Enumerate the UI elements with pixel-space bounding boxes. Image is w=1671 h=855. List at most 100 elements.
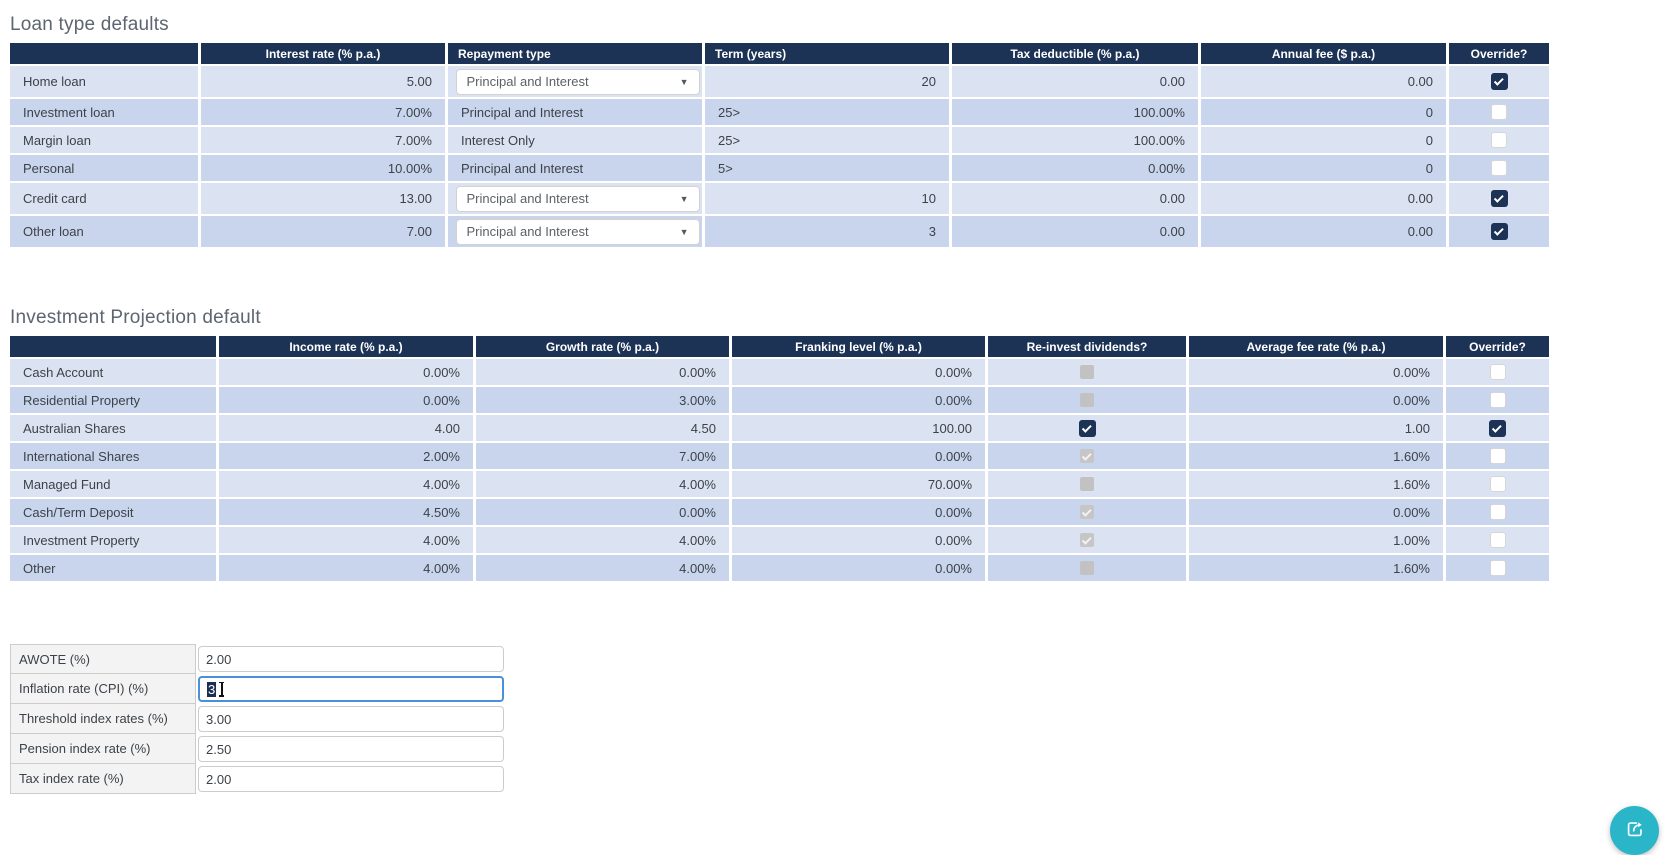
input-value: 3.00 — [206, 711, 232, 727]
investment-table-row: Cash Account 0.00% 0.00% 0.00% 0.00% — [10, 359, 1671, 385]
loan-type-label: Personal — [10, 155, 198, 181]
override-cell — [1449, 155, 1549, 181]
check-icon — [1493, 225, 1504, 236]
column-header: Override? — [1446, 336, 1549, 357]
annual-fee-cell: 0.00 — [1201, 183, 1446, 214]
tax-deductible-cell: 0.00 — [952, 66, 1198, 97]
index-form-label: Pension index rate (%) — [10, 733, 196, 764]
index-rate-input[interactable]: 2.00 — [198, 766, 504, 792]
column-header: Average fee rate (% p.a.) — [1189, 336, 1443, 357]
reinvest-dividends-cell — [988, 415, 1186, 441]
interest-rate-cell: 7.00% — [201, 99, 445, 125]
franking-level-cell: 70.00% — [732, 471, 985, 497]
term-cell: 3 — [705, 216, 949, 247]
interest-rate-cell: 5.00 — [201, 66, 445, 97]
term-cell: 5> — [705, 155, 949, 181]
index-rates-form: AWOTE (%) 2.00 Inflation rate (CPI) (%) 3 Th… — [10, 644, 504, 794]
override-checkbox[interactable] — [1489, 504, 1506, 520]
reinvest-dividends-checkbox — [1080, 505, 1094, 519]
investment-table-row: Managed Fund 4.00% 4.00% 70.00% 1.60% — [10, 471, 1671, 497]
term-cell: 25> — [705, 99, 949, 125]
loan-type-label: Investment loan — [10, 99, 198, 125]
export-fab-button[interactable] — [1610, 806, 1659, 855]
override-checkbox[interactable] — [1490, 223, 1508, 240]
index-form-row: Pension index rate (%) 2.50 — [10, 733, 504, 764]
override-checkbox[interactable] — [1489, 476, 1506, 492]
term-cell: 25> — [705, 127, 949, 153]
repayment-type-cell: Principal and Interest ▼ — [448, 183, 702, 214]
repayment-type-select[interactable]: Principal and Interest ▼ — [455, 68, 700, 95]
column-header: Income rate (% p.a.) — [219, 336, 473, 357]
override-cell — [1446, 527, 1549, 553]
check-icon — [1493, 192, 1504, 203]
select-value: Principal and Interest — [466, 74, 589, 89]
reinvest-dividends-checkbox — [1080, 449, 1094, 463]
column-header: Repayment type — [448, 43, 702, 64]
override-cell — [1449, 127, 1549, 153]
investment-table-row: Australian Shares 4.00 4.50 100.00 1.00 — [10, 415, 1671, 441]
investment-type-label: Cash/Term Deposit — [10, 499, 216, 525]
reinvest-dividends-cell — [988, 499, 1186, 525]
income-rate-cell: 4.00% — [219, 471, 473, 497]
loan-table-row: Other loan 7.00 Principal and Interest ▼ 3 0.… — [10, 216, 1671, 247]
override-checkbox[interactable] — [1491, 104, 1507, 120]
repayment-type-select[interactable]: Principal and Interest ▼ — [455, 218, 700, 245]
income-rate-cell: 4.00% — [219, 555, 473, 581]
franking-level-cell: 0.00% — [732, 555, 985, 581]
index-rate-input[interactable]: 2.50 — [198, 736, 504, 762]
reinvest-dividends-cell — [988, 387, 1186, 413]
column-header: Tax deductible (% p.a.) — [952, 43, 1198, 64]
tax-deductible-cell: 0.00% — [952, 155, 1198, 181]
repayment-type-cell: Principal and Interest — [448, 155, 702, 181]
loan-table-row: Home loan 5.00 Principal and Interest ▼ 20 0.… — [10, 66, 1671, 97]
override-cell — [1446, 359, 1549, 385]
investment-table-row: Investment Property 4.00% 4.00% 0.00% 1.00% — [10, 527, 1671, 553]
override-checkbox[interactable] — [1489, 448, 1506, 464]
check-icon — [1493, 75, 1504, 86]
growth-rate-cell: 4.50 — [476, 415, 729, 441]
investment-type-label: Managed Fund — [10, 471, 216, 497]
tax-deductible-cell: 0.00 — [952, 216, 1198, 247]
investment-table-header: Income rate (% p.a.) Growth rate (% p.a.)… — [10, 336, 1671, 357]
income-rate-cell: 4.00 — [219, 415, 473, 441]
repayment-type-select[interactable]: Principal and Interest ▼ — [455, 185, 700, 212]
growth-rate-cell: 0.00% — [476, 359, 729, 385]
growth-rate-cell: 4.00% — [476, 527, 729, 553]
override-cell — [1449, 183, 1549, 214]
annual-fee-cell: 0.00 — [1201, 216, 1446, 247]
index-rate-input[interactable]: 2.00 — [198, 646, 504, 672]
override-checkbox[interactable] — [1489, 364, 1506, 380]
annual-fee-cell: 0 — [1201, 99, 1446, 125]
override-cell — [1449, 66, 1549, 97]
loan-type-defaults-table: Interest rate (% p.a.) Repayment type Term… — [10, 43, 1671, 247]
loan-table-row: Personal 10.00% Principal and Interest 5> 0.… — [10, 155, 1671, 181]
override-checkbox[interactable] — [1491, 132, 1507, 148]
override-cell — [1446, 415, 1549, 441]
index-rate-input[interactable]: 3 — [198, 676, 504, 702]
loan-type-label: Margin loan — [10, 127, 198, 153]
override-checkbox[interactable] — [1489, 532, 1506, 548]
index-rate-input[interactable]: 3.00 — [198, 706, 504, 732]
average-fee-rate-cell: 0.00% — [1189, 499, 1443, 525]
interest-rate-cell: 13.00 — [201, 183, 445, 214]
repayment-type-cell: Interest Only — [448, 127, 702, 153]
annual-fee-cell: 0.00 — [1201, 66, 1446, 97]
input-value: 2.00 — [206, 771, 232, 787]
term-cell: 20 — [705, 66, 949, 97]
investment-type-label: Cash Account — [10, 359, 216, 385]
share-export-icon — [1624, 818, 1646, 843]
reinvest-dividends-cell — [988, 471, 1186, 497]
investment-type-label: Australian Shares — [10, 415, 216, 441]
override-checkbox[interactable] — [1491, 160, 1507, 176]
override-checkbox[interactable] — [1489, 419, 1506, 437]
reinvest-dividends-checkbox[interactable] — [1078, 419, 1096, 437]
column-header: Growth rate (% p.a.) — [476, 336, 729, 357]
override-checkbox[interactable] — [1489, 560, 1506, 576]
override-checkbox[interactable] — [1490, 73, 1508, 90]
override-checkbox[interactable] — [1490, 190, 1508, 207]
average-fee-rate-cell: 1.60% — [1189, 443, 1443, 469]
override-cell — [1449, 99, 1549, 125]
override-checkbox[interactable] — [1489, 392, 1506, 408]
check-icon — [1081, 450, 1092, 461]
select-value: Principal and Interest — [466, 191, 589, 206]
